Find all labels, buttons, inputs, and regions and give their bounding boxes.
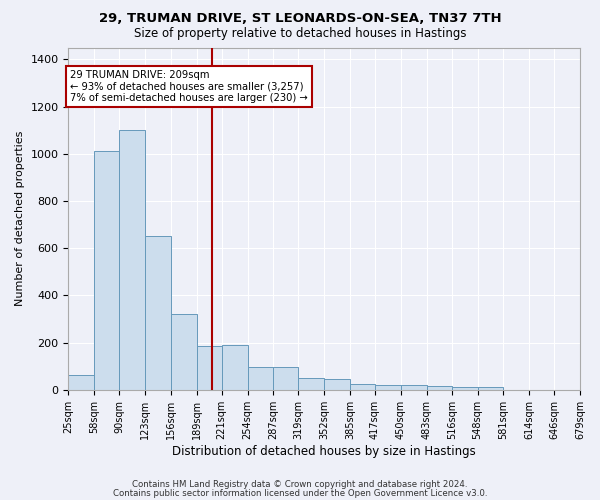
Bar	[298, 378, 324, 390]
Bar	[68, 374, 94, 390]
Bar	[171, 314, 197, 390]
Text: Contains public sector information licensed under the Open Government Licence v3: Contains public sector information licen…	[113, 489, 487, 498]
Y-axis label: Number of detached properties: Number of detached properties	[15, 131, 25, 306]
Text: Size of property relative to detached houses in Hastings: Size of property relative to detached ho…	[134, 28, 466, 40]
Text: Contains HM Land Registry data © Crown copyright and database right 2024.: Contains HM Land Registry data © Crown c…	[132, 480, 468, 489]
Bar	[197, 346, 222, 390]
Bar	[248, 368, 274, 390]
Bar	[452, 386, 478, 390]
Bar	[222, 345, 248, 390]
Bar	[324, 378, 350, 390]
Text: 29, TRUMAN DRIVE, ST LEONARDS-ON-SEA, TN37 7TH: 29, TRUMAN DRIVE, ST LEONARDS-ON-SEA, TN…	[98, 12, 502, 26]
Bar	[94, 152, 119, 390]
Bar	[427, 386, 452, 390]
Bar	[478, 387, 503, 390]
Bar	[401, 385, 427, 390]
Bar	[119, 130, 145, 390]
Bar	[375, 385, 401, 390]
Bar	[274, 368, 298, 390]
Text: 29 TRUMAN DRIVE: 209sqm
← 93% of detached houses are smaller (3,257)
7% of semi-: 29 TRUMAN DRIVE: 209sqm ← 93% of detache…	[70, 70, 308, 103]
X-axis label: Distribution of detached houses by size in Hastings: Distribution of detached houses by size …	[172, 444, 476, 458]
Bar	[350, 384, 375, 390]
Bar	[145, 236, 171, 390]
